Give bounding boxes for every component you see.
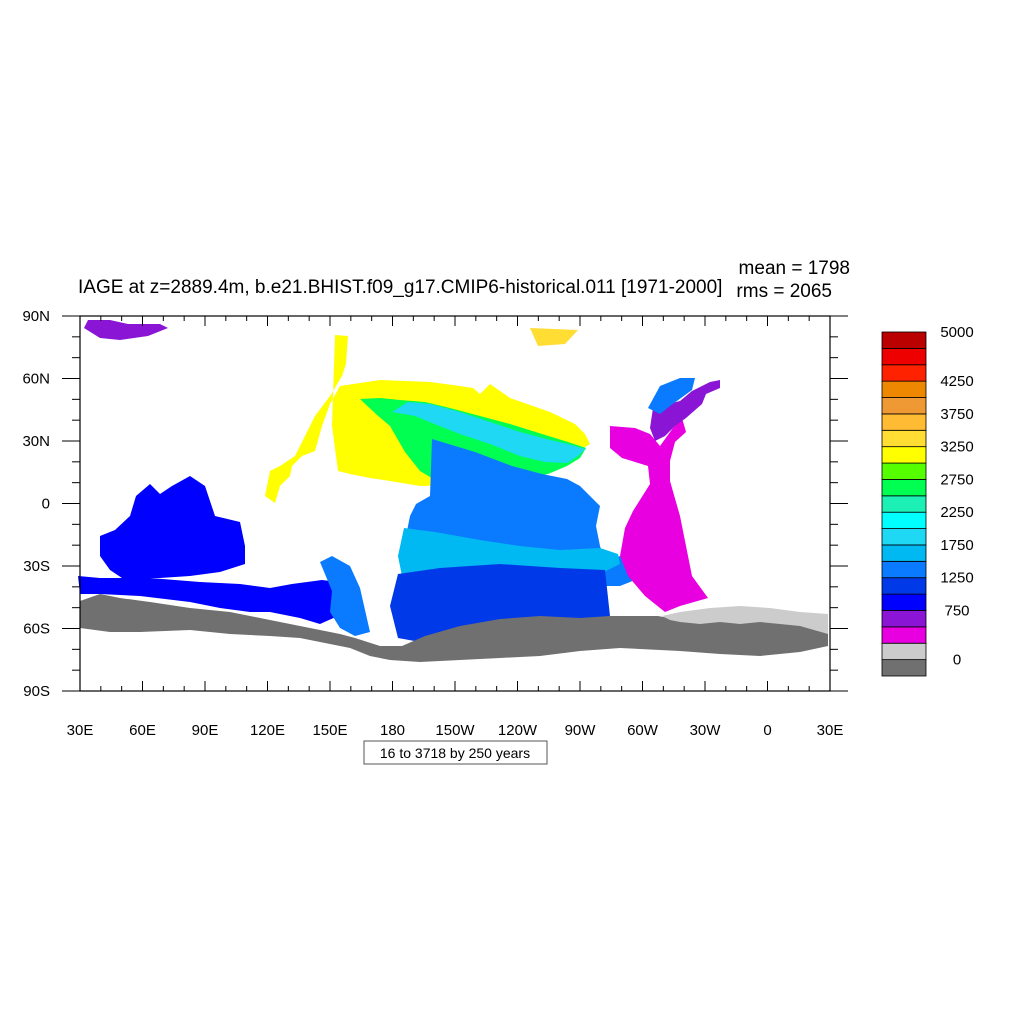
colorbar-label: 2250 (940, 504, 973, 521)
colorbar-swatch (881, 593, 927, 611)
colorbar-label: 2750 (940, 471, 973, 488)
colorbar-swatch (881, 544, 927, 562)
colorbar-swatch (881, 446, 927, 464)
colorbar-swatch (881, 610, 927, 628)
x-tick-label: 30W (690, 722, 722, 739)
x-tick-label: 120E (250, 722, 285, 739)
rms-label: rms = 2065 (736, 281, 832, 302)
ocean-region-weddell-sea (648, 378, 695, 414)
colorbar-swatch (881, 642, 927, 661)
axes: 30E 60E 90E 120E 150E 180 150W 120W 90W 60W 30W 0 30… (22, 308, 848, 739)
ocean-field-layer (78, 320, 828, 662)
x-tick-label: 60W (627, 722, 659, 739)
ocean-region-southern-ocean-indian-sector (100, 476, 245, 578)
ocean-region-antarctic-margin (320, 556, 370, 636)
y-tick-label: 90N (22, 308, 50, 325)
y-tick-label: 30S (23, 558, 50, 575)
ocean-region-equatorial-pacific (360, 398, 586, 490)
colorbar-swatch (881, 528, 927, 546)
colorbar-swatch (881, 429, 927, 448)
colorbar-swatch (881, 364, 927, 382)
colorbar-swatch (881, 495, 927, 513)
x-tick-label: 120W (498, 722, 538, 739)
colorbar-label: 4250 (940, 373, 973, 390)
x-tick-label: 60E (129, 722, 156, 739)
y-tick-label: 60N (22, 371, 50, 388)
x-tick-label: 30E (67, 722, 94, 739)
colorbar-label: 1250 (940, 570, 973, 587)
ocean-region-southern-atlantic (650, 380, 720, 441)
x-tick-label: 0 (763, 722, 771, 739)
x-tick-label: 90W (565, 722, 597, 739)
colorbar-label: 3750 (940, 406, 973, 423)
y-tick-label: 90S (23, 683, 50, 700)
y-tick-label: 30N (22, 433, 50, 450)
colorbar-swatch (881, 479, 927, 497)
colorbar-label: 750 (944, 602, 969, 619)
colorbar: 5000 4250 3750 3250 2750 2250 1750 1250 750 0 (881, 324, 974, 677)
contour-info-box (363, 740, 548, 765)
ocean-region-southern-ocean (390, 564, 610, 642)
ocean-region-north-atlantic (80, 594, 828, 662)
ocean-region-atlantic-western-boundary (662, 606, 828, 634)
ocean-region-south-pacific (392, 402, 585, 463)
colorbar-swatch (881, 511, 927, 529)
x-tick-label: 180 (380, 722, 405, 739)
colorbar-swatch (881, 331, 927, 349)
x-tick-label: 90E (192, 722, 219, 739)
x-tick-label: 150W (435, 722, 475, 739)
colorbar-label: 1750 (940, 537, 973, 554)
colorbar-swatch (881, 462, 927, 480)
colorbar-label: 3250 (940, 439, 973, 456)
ocean-region-ross-sea (78, 576, 338, 624)
contour-info-label: 16 to 3718 by 250 years (380, 745, 530, 761)
colorbar-swatch (881, 659, 927, 677)
colorbar-label: 5000 (940, 324, 973, 341)
x-tick-label: 30E (817, 722, 844, 739)
colorbar-label: 0 (953, 652, 961, 669)
colorbar-swatch (881, 626, 927, 644)
chart-title: IAGE at z=2889.4m, b.e21.BHIST.f09_g17.C… (78, 277, 722, 298)
colorbar-swatch (881, 347, 927, 366)
ocean-region-north-pacific (530, 328, 578, 346)
colorbar-swatch (881, 397, 927, 415)
mean-label: mean = 1798 (739, 258, 850, 279)
ocean-region-arctic-ocean (84, 320, 168, 340)
y-tick-label: 60S (23, 621, 50, 638)
colorbar-swatch (881, 560, 927, 579)
ocean-region-atlantic-interior (610, 418, 708, 612)
colorbar-swatch (881, 413, 927, 431)
y-tick-label: 0 (42, 496, 50, 513)
colorbar-swatch (881, 577, 927, 595)
colorbar-swatch (881, 380, 927, 398)
x-tick-label: 150E (312, 722, 347, 739)
